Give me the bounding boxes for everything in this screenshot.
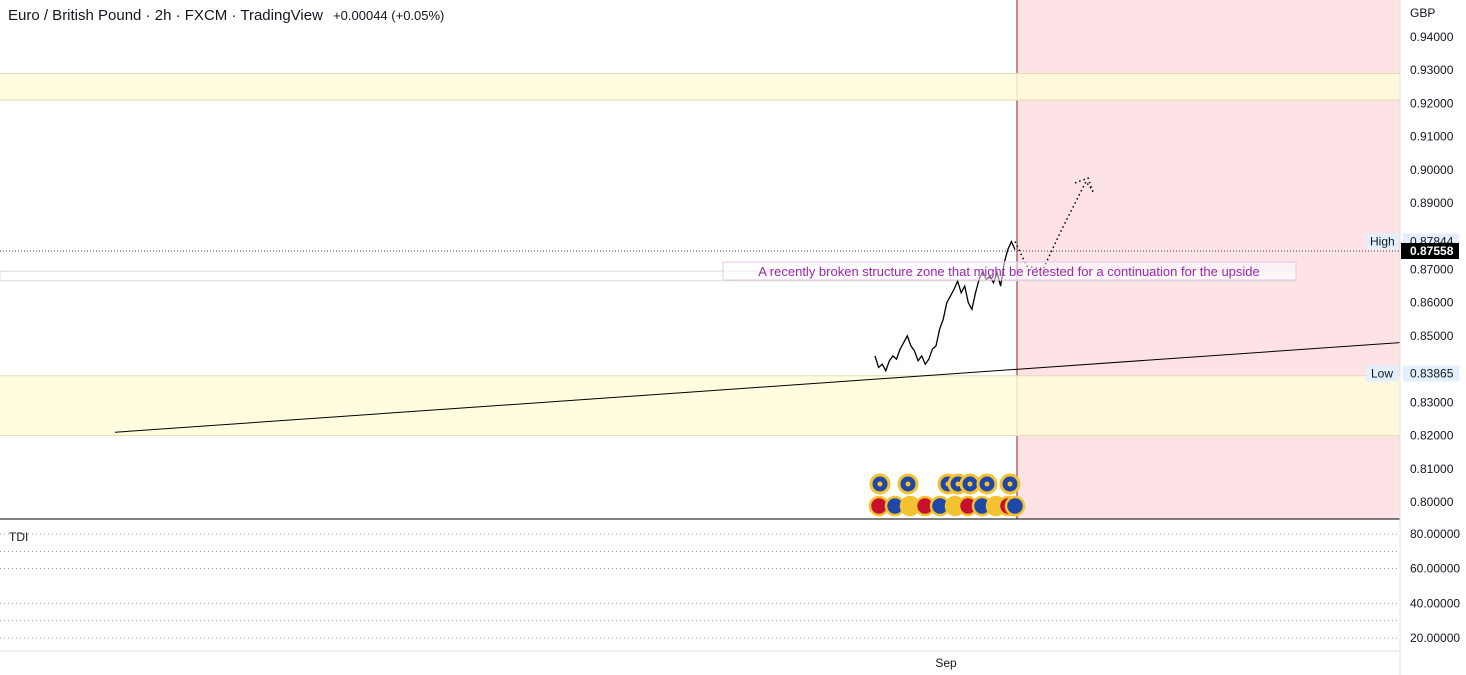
price-change: +0.00044 (+0.05%) (333, 8, 445, 23)
event-star-6 (1007, 481, 1013, 487)
y-tick-label-10: 0.82000 (1410, 429, 1454, 443)
event-star-0 (877, 481, 883, 487)
last-price-label: 0.87558 (1410, 244, 1454, 258)
y-tick-label-12: 0.80000 (1410, 495, 1454, 509)
axis-currency: GBP (1410, 6, 1435, 20)
low-label: Low (1371, 367, 1393, 381)
y-tick-label-0: 0.94000 (1410, 30, 1454, 44)
projection-arrowhead (1074, 177, 1094, 193)
indicator-name: TDI (9, 530, 28, 544)
structure-zone-1 (0, 375, 1400, 436)
indicator-tick-label-3: 20.00000 (1410, 631, 1460, 645)
event-star-4 (967, 481, 973, 487)
interval[interactable]: 2h (154, 7, 172, 24)
y-tick-label-11: 0.81000 (1410, 462, 1454, 476)
indicator-tick-label-2: 40.00000 (1410, 596, 1460, 610)
event-star-5 (984, 481, 990, 487)
last-price-bg (1401, 242, 1459, 259)
annotation-text: A recently broken structure zone that mi… (758, 264, 1260, 279)
marks-layer: A recently broken structure zone that mi… (722, 261, 1297, 517)
platform-name: TradingView (240, 7, 323, 24)
annotation-box (722, 261, 1297, 281)
structure-zone-0 (0, 73, 1400, 101)
data-source: FXCM (184, 7, 228, 24)
y-tick-label-3: 0.91000 (1410, 130, 1454, 144)
event-star-1 (905, 481, 911, 487)
high-label-bg (1366, 233, 1398, 250)
y-tick-label-9: 0.83000 (1410, 395, 1454, 409)
symbol-name[interactable]: Euro / British Pound (8, 7, 142, 24)
chart-header: Euro / British Pound · 2h · FXCM · Tradi… (8, 7, 445, 24)
event-flag-10 (1004, 495, 1026, 517)
event-star-3 (955, 481, 961, 487)
low-value-bg (1403, 365, 1459, 382)
high-label: High (1370, 234, 1395, 248)
y-tick-label-7: 0.86000 (1410, 296, 1454, 310)
y-tick-label-6: 0.87000 (1410, 263, 1454, 277)
y-tick-label-4: 0.90000 (1410, 163, 1454, 177)
y-tick-label-5: 0.89000 (1410, 196, 1454, 210)
indicator-tick-label-0: 80.00000 (1410, 527, 1460, 541)
y-tick-label-1: 0.93000 (1410, 63, 1454, 77)
price-line (874, 240, 1016, 373)
zones-layer (0, 0, 1400, 519)
indicator-tick-label-1: 60.00000 (1410, 562, 1460, 576)
low-value: 0.83865 (1410, 367, 1454, 381)
y-tick-label-2: 0.92000 (1410, 96, 1454, 110)
y-tick-label-8: 0.85000 (1410, 329, 1454, 343)
x-tick-label-0: Sep (935, 656, 957, 670)
grid-layer (0, 250, 1400, 639)
trendline (114, 342, 1401, 433)
low-label-bg (1366, 365, 1398, 382)
